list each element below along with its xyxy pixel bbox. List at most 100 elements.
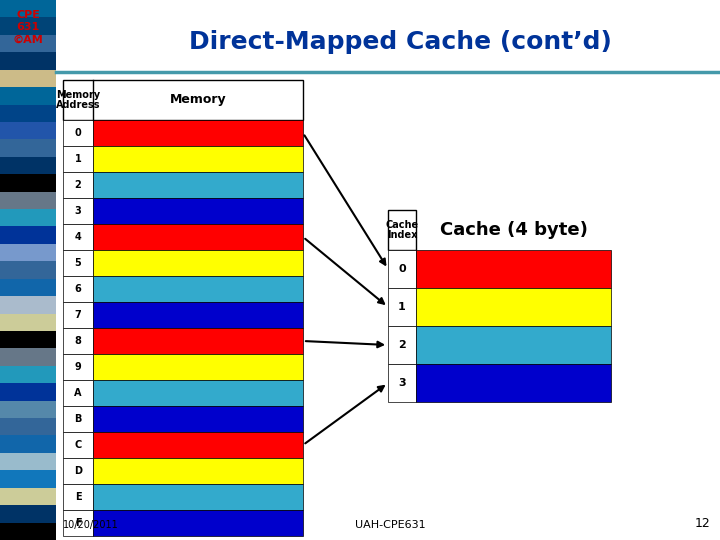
Bar: [0, 453, 56, 470]
Bar: [0, 470, 56, 488]
Bar: [0, 296, 56, 314]
Bar: [0, 401, 56, 418]
Bar: [63, 120, 93, 146]
Text: 7: 7: [75, 310, 81, 320]
Text: 9: 9: [75, 362, 81, 372]
Bar: [93, 120, 303, 146]
Bar: [0, 157, 56, 174]
Bar: [93, 328, 303, 354]
Text: Cache (4 byte): Cache (4 byte): [440, 221, 588, 239]
Bar: [0, 174, 56, 192]
Bar: [93, 406, 303, 432]
Bar: [93, 432, 303, 458]
Bar: [63, 302, 93, 328]
Bar: [0, 192, 56, 209]
Bar: [0, 244, 56, 261]
Bar: [63, 80, 303, 120]
Bar: [0, 261, 56, 279]
Bar: [416, 288, 611, 326]
Text: Direct-Mapped Cache (cont’d): Direct-Mapped Cache (cont’d): [189, 30, 611, 54]
Text: UAH-CPE631: UAH-CPE631: [355, 520, 426, 530]
Text: 4: 4: [75, 232, 81, 242]
Bar: [93, 380, 303, 406]
Text: 2: 2: [75, 180, 81, 190]
Bar: [0, 105, 56, 122]
Bar: [63, 510, 93, 536]
Bar: [63, 224, 93, 250]
Bar: [388, 250, 416, 288]
Bar: [0, 0, 56, 17]
Text: 10/20/2011: 10/20/2011: [63, 520, 119, 530]
Bar: [388, 364, 416, 402]
Bar: [93, 484, 303, 510]
Bar: [93, 510, 303, 536]
Text: 1: 1: [398, 302, 406, 312]
Bar: [388, 288, 416, 326]
Bar: [416, 326, 611, 364]
Bar: [93, 198, 303, 224]
Text: 0: 0: [75, 128, 81, 138]
Bar: [93, 276, 303, 302]
Text: Memory
Address: Memory Address: [55, 90, 100, 110]
Bar: [388, 210, 416, 250]
Bar: [0, 226, 56, 244]
Bar: [0, 52, 56, 70]
Bar: [0, 488, 56, 505]
Text: 6: 6: [75, 284, 81, 294]
Bar: [0, 314, 56, 331]
Bar: [0, 366, 56, 383]
Bar: [0, 35, 56, 52]
Bar: [0, 87, 56, 105]
Bar: [0, 523, 56, 540]
Bar: [63, 458, 93, 484]
Bar: [0, 209, 56, 226]
Text: Memory: Memory: [170, 93, 226, 106]
Text: 3: 3: [75, 206, 81, 216]
Bar: [63, 250, 93, 276]
Text: B: B: [74, 414, 81, 424]
Bar: [0, 435, 56, 453]
Bar: [0, 17, 56, 35]
Bar: [63, 198, 93, 224]
Bar: [0, 418, 56, 435]
Bar: [63, 380, 93, 406]
Bar: [0, 139, 56, 157]
Bar: [0, 383, 56, 401]
Text: 3: 3: [398, 378, 406, 388]
Bar: [0, 122, 56, 139]
Text: Cache
Index: Cache Index: [385, 220, 418, 240]
Bar: [0, 279, 56, 296]
Text: 2: 2: [398, 340, 406, 350]
Text: A: A: [74, 388, 82, 398]
Text: 0: 0: [398, 264, 406, 274]
Bar: [0, 331, 56, 348]
Text: 8: 8: [75, 336, 81, 346]
Text: CPE
631
©AM: CPE 631 ©AM: [13, 10, 43, 45]
Bar: [93, 354, 303, 380]
Bar: [63, 146, 93, 172]
Bar: [63, 432, 93, 458]
Text: 5: 5: [75, 258, 81, 268]
Bar: [93, 302, 303, 328]
Bar: [63, 354, 93, 380]
Text: C: C: [74, 440, 81, 450]
Bar: [63, 328, 93, 354]
Bar: [93, 224, 303, 250]
Bar: [63, 406, 93, 432]
Bar: [0, 505, 56, 523]
Text: 1: 1: [75, 154, 81, 164]
Text: 12: 12: [694, 517, 710, 530]
Bar: [93, 172, 303, 198]
Bar: [416, 250, 611, 288]
Text: E: E: [75, 492, 81, 502]
Bar: [0, 70, 56, 87]
Bar: [0, 348, 56, 366]
Bar: [93, 458, 303, 484]
Bar: [63, 484, 93, 510]
Bar: [93, 250, 303, 276]
Text: F: F: [75, 518, 81, 528]
Bar: [93, 146, 303, 172]
Text: D: D: [74, 466, 82, 476]
Bar: [63, 172, 93, 198]
Bar: [388, 326, 416, 364]
